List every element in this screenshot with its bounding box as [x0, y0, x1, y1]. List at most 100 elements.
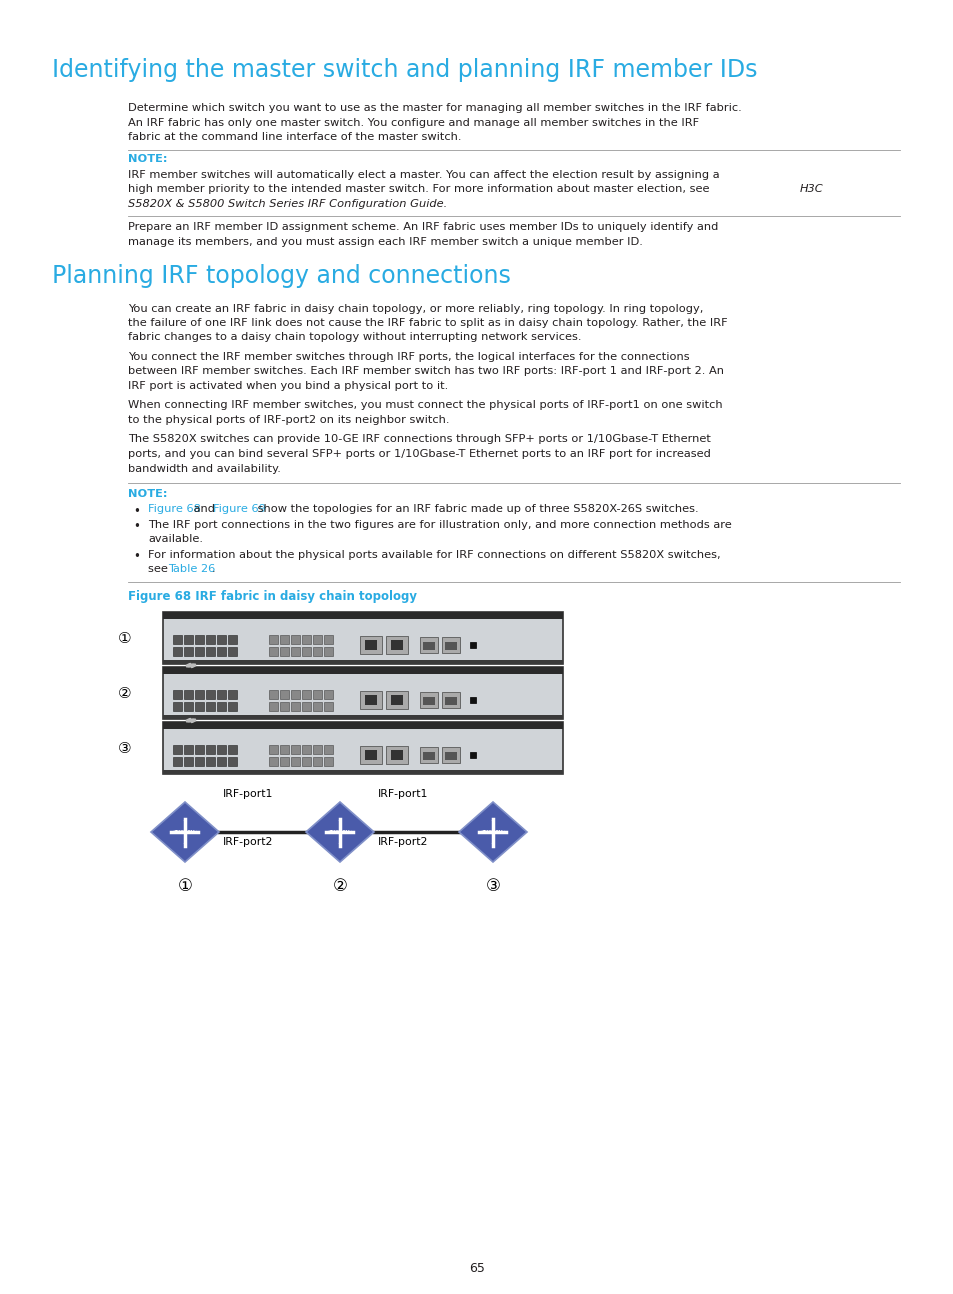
Bar — [228, 635, 236, 644]
Bar — [172, 635, 182, 644]
Bar — [228, 647, 236, 656]
Bar — [422, 752, 435, 760]
Bar — [302, 635, 311, 644]
Polygon shape — [351, 831, 354, 833]
Bar — [365, 641, 376, 650]
Bar — [269, 690, 277, 699]
Bar — [206, 647, 214, 656]
Bar — [470, 697, 476, 703]
Text: •: • — [132, 505, 140, 518]
Bar — [228, 757, 236, 766]
Bar — [291, 647, 299, 656]
Text: Prepare an IRF member ID assignment scheme. An IRF fabric uses member IDs to uni: Prepare an IRF member ID assignment sche… — [128, 223, 718, 233]
Bar — [391, 641, 402, 650]
Bar — [291, 757, 299, 766]
Text: .: . — [212, 564, 215, 575]
Bar — [184, 757, 193, 766]
Bar — [216, 745, 226, 754]
Text: high member priority to the intended master switch. For more information about m: high member priority to the intended mas… — [128, 185, 713, 194]
Bar — [444, 697, 456, 705]
Bar — [206, 635, 214, 644]
Bar — [206, 690, 214, 699]
Bar — [444, 752, 456, 760]
Bar — [324, 703, 333, 710]
Text: SWITCH: SWITCH — [174, 829, 195, 835]
Text: Planning IRF topology and connections: Planning IRF topology and connections — [52, 264, 511, 287]
Bar — [269, 635, 277, 644]
Bar — [194, 703, 204, 710]
Bar — [441, 692, 459, 708]
Text: ②: ② — [333, 877, 347, 895]
Bar — [365, 751, 376, 760]
Text: and: and — [190, 505, 218, 515]
Polygon shape — [172, 831, 173, 833]
Bar — [163, 770, 562, 774]
Bar — [313, 635, 322, 644]
Text: ②: ② — [118, 686, 132, 701]
Text: You connect the IRF member switches through IRF ports, the logical interfaces fo: You connect the IRF member switches thro… — [128, 352, 689, 362]
Bar — [422, 697, 435, 705]
Bar — [206, 757, 214, 766]
Text: H3C: H3C — [800, 185, 822, 194]
Text: The S5820X switches can provide 10-GE IRF connections through SFP+ ports or 1/10: The S5820X switches can provide 10-GE IR… — [128, 435, 710, 445]
Text: the failure of one IRF link does not cause the IRF fabric to split as in daisy c: the failure of one IRF link does not cau… — [128, 318, 727, 327]
Bar — [194, 745, 204, 754]
Text: S5820X & S5800 Switch Series IRF Configuration Guide.: S5820X & S5800 Switch Series IRF Configu… — [128, 199, 447, 210]
Bar — [280, 703, 289, 710]
Bar — [313, 703, 322, 710]
Bar — [291, 635, 299, 644]
Bar — [359, 635, 381, 653]
Bar — [206, 745, 214, 754]
Bar — [194, 690, 204, 699]
Bar — [163, 612, 562, 664]
Bar — [280, 757, 289, 766]
Bar — [386, 691, 408, 709]
Bar — [324, 635, 333, 644]
Bar — [172, 647, 182, 656]
Bar — [441, 637, 459, 653]
Bar — [386, 747, 408, 763]
Text: show the topologies for an IRF fabric made up of three S5820X-26S switches.: show the topologies for an IRF fabric ma… — [254, 505, 699, 515]
Bar — [184, 703, 193, 710]
Text: NOTE:: NOTE: — [128, 154, 168, 164]
Bar — [280, 635, 289, 644]
Bar — [184, 690, 193, 699]
Text: •: • — [132, 550, 140, 563]
Bar — [269, 703, 277, 710]
Bar — [422, 642, 435, 650]
Text: IRF-port1: IRF-port1 — [377, 789, 428, 798]
Bar — [470, 752, 476, 758]
Bar — [163, 716, 562, 719]
Bar — [184, 647, 193, 656]
Text: ①: ① — [177, 877, 193, 895]
Bar — [324, 647, 333, 656]
Bar — [470, 642, 476, 648]
Bar — [163, 666, 562, 719]
Text: IRF member switches will automatically elect a master. You can affect the electi: IRF member switches will automatically e… — [128, 170, 719, 180]
Bar — [228, 690, 236, 699]
Text: manage its members, and you must assign each IRF member switch a unique member I: manage its members, and you must assign … — [128, 237, 642, 247]
Bar — [313, 745, 322, 754]
Text: available.: available. — [148, 534, 203, 545]
Bar — [163, 722, 562, 729]
Text: to the physical ports of IRF-port2 on its neighbor switch.: to the physical ports of IRF-port2 on it… — [128, 415, 449, 424]
Polygon shape — [479, 831, 481, 833]
Polygon shape — [196, 831, 198, 833]
Bar — [291, 690, 299, 699]
Bar — [194, 635, 204, 644]
Bar — [324, 690, 333, 699]
Text: ③: ③ — [485, 877, 500, 895]
Bar — [172, 745, 182, 754]
Bar — [291, 745, 299, 754]
Text: fabric changes to a daisy chain topology without interrupting network services.: fabric changes to a daisy chain topology… — [128, 333, 581, 343]
Text: Figure 68 IRF fabric in daisy chain topology: Figure 68 IRF fabric in daisy chain topo… — [128, 590, 416, 603]
Text: fabric at the command line interface of the master switch.: fabric at the command line interface of … — [128, 132, 461, 142]
Bar — [216, 647, 226, 656]
Text: NOTE:: NOTE: — [128, 489, 168, 499]
Text: Determine which switch you want to use as the master for managing all member swi: Determine which switch you want to use a… — [128, 104, 741, 113]
Text: ports, and you can bind several SFP+ ports or 1/10Gbase-T Ethernet ports to an I: ports, and you can bind several SFP+ por… — [128, 449, 710, 459]
Bar — [269, 647, 277, 656]
Bar — [324, 757, 333, 766]
Text: Table 26: Table 26 — [168, 564, 215, 575]
Text: IRF port is activated when you bind a physical port to it.: IRF port is activated when you bind a ph… — [128, 380, 448, 391]
